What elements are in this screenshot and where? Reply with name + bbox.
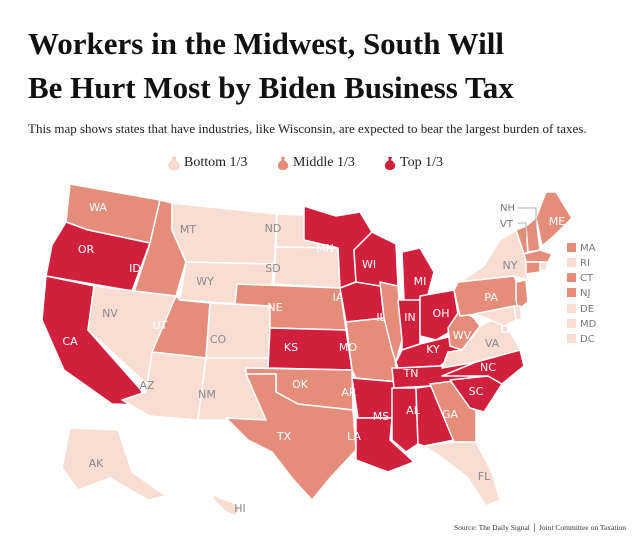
state-label-MT: MT xyxy=(180,223,196,236)
small-state-swatch-CT xyxy=(567,273,576,282)
state-label-AZ: AZ xyxy=(139,379,155,392)
state-label-TX: TX xyxy=(276,430,292,443)
title-line-1: Workers in the Midwest, South Will xyxy=(28,26,504,61)
small-state-label-DE: DE xyxy=(580,304,594,315)
money-bag-icon xyxy=(384,157,396,170)
state-label-MI: MI xyxy=(414,275,427,288)
state-label-VA: VA xyxy=(485,337,500,350)
state-label-AR: AR xyxy=(341,386,357,399)
state-label-LA: LA xyxy=(347,430,361,443)
legend-label-bottom: Bottom 1/3 xyxy=(184,155,248,170)
money-bag-icon xyxy=(277,157,289,170)
map-title: Workers in the Midwest, South Will Be Hu… xyxy=(28,22,628,110)
state-label-IL: IL xyxy=(376,311,386,324)
state-AK xyxy=(61,427,167,501)
small-state-swatch-NJ xyxy=(567,288,576,297)
state-label-WY: WY xyxy=(196,275,214,288)
state-MI xyxy=(401,247,435,303)
state-CO xyxy=(205,302,271,359)
state-label-KY: KY xyxy=(426,343,440,356)
small-state-label-DC: DC xyxy=(580,334,595,345)
state-label-ME: ME xyxy=(549,215,565,228)
state-HI xyxy=(211,493,241,517)
state-MD xyxy=(473,305,517,327)
state-label-HI: HI xyxy=(234,502,246,515)
state-label-OR: OR xyxy=(78,243,95,256)
state-label-WV: WV xyxy=(453,329,472,342)
small-state-label-RI: RI xyxy=(580,258,590,269)
money-bag-shape xyxy=(277,157,289,170)
legend-label-top: Top 1/3 xyxy=(400,155,443,170)
state-FL xyxy=(423,441,501,507)
state-label-AL: AL xyxy=(406,404,421,417)
state-label-FL: FL xyxy=(478,470,491,483)
state-label-ID: ID xyxy=(129,262,141,275)
state-ME xyxy=(535,191,573,247)
state-label-SD: SD xyxy=(265,262,280,275)
small-state-label-NJ: NJ xyxy=(580,288,590,299)
callout-line-NH xyxy=(518,207,537,234)
state-label-MO: MO xyxy=(339,341,357,354)
northeast-callouts: NH VT xyxy=(500,203,537,238)
state-label-SC: SC xyxy=(469,385,484,398)
state-label-NH: NH xyxy=(500,203,515,214)
state-label-OK: OK xyxy=(292,378,309,391)
state-CT xyxy=(525,261,541,275)
legend: Bottom 1/3 Middle 1/3 Top 1/3 xyxy=(0,155,640,177)
legend-item-top: Top 1/3 xyxy=(384,155,443,171)
small-state-swatch-MD xyxy=(567,319,576,328)
state-MA xyxy=(523,249,553,263)
state-label-NE: NE xyxy=(267,301,282,314)
state-label-CO: CO xyxy=(210,333,227,346)
state-label-GA: GA xyxy=(442,408,459,421)
legend-label-middle: Middle 1/3 xyxy=(293,155,355,170)
source-credit: Source: The Daily Signal │ Joint Committ… xyxy=(454,523,626,532)
state-NY xyxy=(457,229,529,283)
small-state-label-CT: CT xyxy=(580,273,594,284)
state-label-KS: KS xyxy=(284,341,298,354)
legend-item-middle: Middle 1/3 xyxy=(277,155,355,171)
state-label-WA: WA xyxy=(89,201,107,214)
small-state-swatch-RI xyxy=(567,258,576,267)
state-label-WI: WI xyxy=(362,258,376,271)
small-state-key: MA RI CT NJ DE MD DC xyxy=(567,243,597,345)
state-label-IA: IA xyxy=(333,291,344,304)
state-RI xyxy=(539,261,549,271)
callout-line-VT xyxy=(518,222,527,238)
state-label-TN: TN xyxy=(403,367,419,380)
map-subtitle: This map shows states that have industri… xyxy=(28,121,587,136)
state-label-NY: NY xyxy=(503,259,518,272)
state-label-CA: CA xyxy=(62,335,78,348)
state-label-MN: MN xyxy=(316,242,334,255)
state-label-NM: NM xyxy=(198,388,216,401)
state-label-ND: ND xyxy=(265,222,282,235)
title-line-2: Be Hurt Most by Biden Business Tax xyxy=(28,70,514,105)
legend-item-bottom: Bottom 1/3 xyxy=(168,155,247,171)
state-label-VT: VT xyxy=(500,219,514,230)
state-label-PA: PA xyxy=(484,291,498,304)
state-DC xyxy=(501,325,509,333)
state-label-AK: AK xyxy=(89,457,105,470)
state-IN xyxy=(397,299,421,351)
small-state-swatch-DE xyxy=(567,304,576,313)
small-state-label-MD: MD xyxy=(580,319,597,330)
state-label-NC: NC xyxy=(480,361,496,374)
state-label-IN: IN xyxy=(404,311,415,324)
state-label-NV: NV xyxy=(102,307,118,320)
state-TX xyxy=(225,373,357,501)
small-state-label-MA: MA xyxy=(580,243,596,254)
small-state-swatch-MA xyxy=(567,243,576,252)
state-label-UT: UT xyxy=(153,319,168,332)
state-label-MS: MS xyxy=(373,410,389,423)
money-bag-shape xyxy=(384,157,396,170)
state-MS xyxy=(391,387,419,453)
state-NJ xyxy=(515,279,529,311)
small-state-swatch-DC xyxy=(567,334,576,343)
state-label-OH: OH xyxy=(433,307,450,320)
